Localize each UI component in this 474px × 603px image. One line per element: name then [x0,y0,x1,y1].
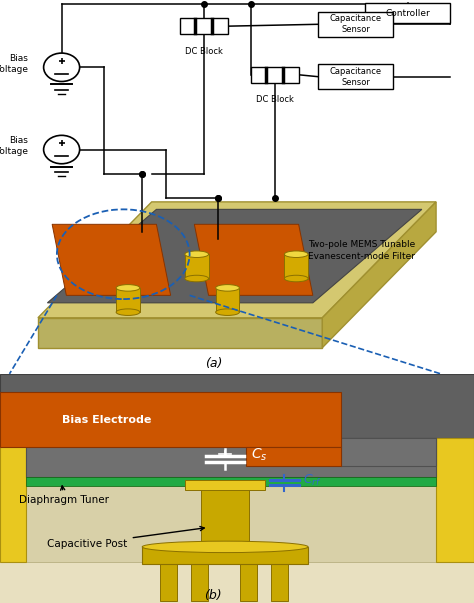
FancyBboxPatch shape [318,64,393,89]
Text: Capacitance
Sensor: Capacitance Sensor [329,66,382,87]
Bar [436,438,474,562]
Text: Two-pole MEMS Tunable
Evanescent-mode Filter: Two-pole MEMS Tunable Evanescent-mode Fi… [308,240,415,261]
Polygon shape [322,202,436,348]
Text: Controller: Controller [385,8,430,17]
Bar [26,486,436,562]
Polygon shape [52,224,171,295]
Bar [246,447,341,466]
Bar [341,438,436,466]
Text: Capacitive Post: Capacitive Post [47,526,204,549]
Ellipse shape [142,541,308,552]
Polygon shape [38,202,436,318]
Text: Diaphragm Tuner: Diaphragm Tuner [19,486,109,505]
Text: DC Block: DC Block [185,46,223,55]
Circle shape [44,53,80,81]
Text: Capacitance
Sensor: Capacitance Sensor [329,14,382,34]
Text: (b): (b) [204,589,222,602]
Ellipse shape [185,275,209,282]
Ellipse shape [116,309,140,315]
FancyBboxPatch shape [365,3,450,24]
Ellipse shape [216,309,239,315]
Text: Bias
Voltage: Bias Voltage [0,136,28,156]
Bar [26,438,436,477]
FancyBboxPatch shape [185,481,265,490]
Polygon shape [284,254,308,279]
Bar [271,557,288,601]
Ellipse shape [216,285,239,291]
Polygon shape [47,209,422,303]
Polygon shape [194,224,313,295]
Text: DC Block: DC Block [256,95,294,104]
Text: Bias Electrode: Bias Electrode [62,415,151,425]
Ellipse shape [284,275,308,282]
Ellipse shape [185,251,209,257]
Bar [26,478,436,486]
Bar [0,438,26,562]
Ellipse shape [284,251,308,257]
Bar [0,392,341,447]
Polygon shape [185,254,209,279]
Bar [0,374,474,438]
FancyBboxPatch shape [318,11,393,37]
Text: (a): (a) [205,357,222,370]
Circle shape [44,135,80,164]
Ellipse shape [116,285,140,291]
Bar [160,557,177,601]
FancyBboxPatch shape [142,547,308,564]
Bar [240,557,257,601]
Bar [201,485,249,547]
Text: $C_s$: $C_s$ [251,447,268,463]
FancyBboxPatch shape [180,18,228,34]
Text: $C_{rf}$: $C_{rf}$ [303,473,322,488]
Text: Bias
Voltage: Bias Voltage [0,54,28,74]
Polygon shape [216,288,239,312]
FancyBboxPatch shape [251,66,299,83]
Polygon shape [38,318,322,348]
Polygon shape [116,288,140,312]
Bar [191,557,208,601]
